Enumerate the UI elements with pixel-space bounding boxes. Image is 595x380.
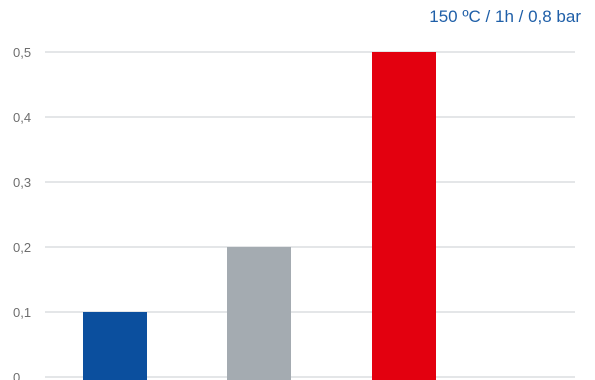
y-tick-label: 0,3	[13, 175, 31, 190]
y-axis-tick-labels: 0 0,1 0,2 0,3 0,4 0,5	[13, 45, 31, 380]
bar	[227, 247, 291, 380]
bars	[83, 52, 436, 380]
bar	[372, 52, 436, 380]
y-tick-label: 0	[13, 370, 20, 380]
gridlines	[45, 51, 575, 378]
y-tick-label: 0,1	[13, 305, 31, 320]
y-tick-label: 0,5	[13, 45, 31, 60]
bar	[83, 312, 147, 380]
y-tick-label: 0,2	[13, 240, 31, 255]
y-tick-label: 0,4	[13, 110, 31, 125]
chart-title: 150 ºC / 1h / 0,8 bar	[429, 7, 581, 26]
